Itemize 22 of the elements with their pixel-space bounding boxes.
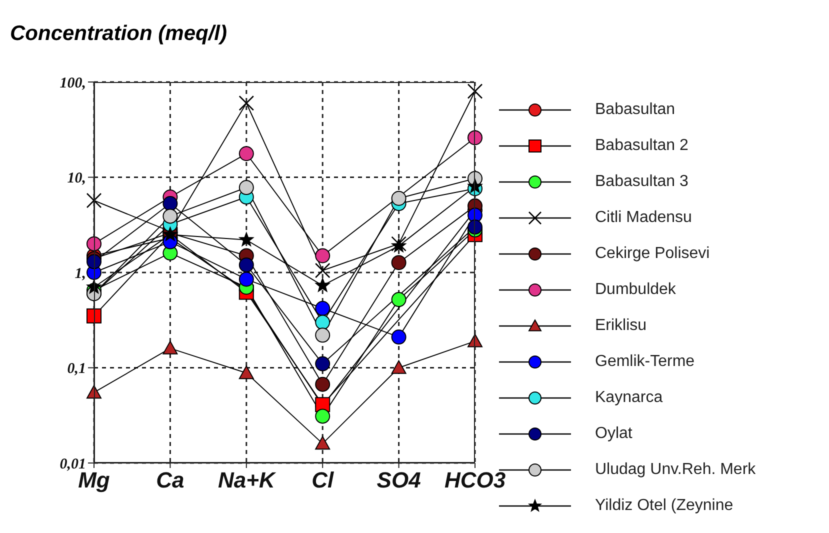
- y-tick-label: 10,: [67, 170, 86, 187]
- x-tick-label: Ca: [156, 468, 184, 493]
- legend-label: Gemlik-Terme: [595, 353, 695, 371]
- legend-label: Cekirge Polisevi: [595, 245, 710, 263]
- legend-label: Citli Madensu: [595, 209, 692, 227]
- legend-label: Uludag Unv.Reh. Merk: [595, 461, 756, 479]
- legend-label: Dumbuldek: [595, 281, 676, 299]
- x-tick-label: HCO3: [444, 468, 506, 493]
- legend-label: Kaynarca: [595, 389, 663, 407]
- x-tick-label: SO4: [376, 468, 421, 493]
- legend-label: Oylat: [595, 425, 632, 443]
- legend-label: Yildiz Otel (Zeynine: [595, 497, 734, 515]
- x-tick-label: Na+K: [218, 468, 277, 493]
- legend-label: Eriklisu: [595, 317, 647, 335]
- legend-label: Babasultan 3: [595, 173, 688, 191]
- legend-label: Babasultan 2: [595, 137, 688, 155]
- chart-title: Concentration (meq/l): [10, 22, 228, 46]
- y-tick-label: 100,: [60, 75, 86, 92]
- x-tick-label: Cl: [312, 468, 334, 493]
- y-tick-label: 0,1: [67, 361, 86, 378]
- y-tick-label: 1,: [74, 266, 86, 282]
- legend-label: Babasultan: [595, 101, 676, 119]
